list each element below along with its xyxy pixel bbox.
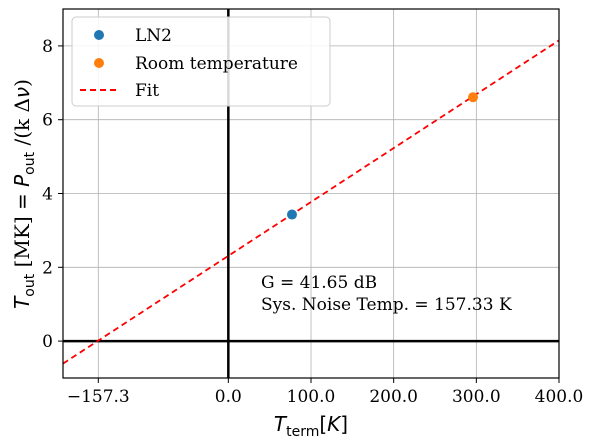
y-tick-label-4: 8	[42, 37, 53, 57]
y-ticks: 0 2 4 6 8	[42, 37, 63, 352]
legend-box	[71, 16, 331, 107]
legend-marker-ln2	[94, 30, 104, 40]
x-tick-label-1: 0.0	[215, 387, 242, 407]
y-tick-label-1: 2	[42, 258, 53, 278]
y-tick-label-0: 0	[42, 332, 53, 352]
y-tick-label-3: 6	[42, 111, 53, 131]
data-point-ln2-0	[286, 209, 297, 220]
data-points	[286, 92, 479, 220]
x-tick-label-0: −157.3	[67, 387, 130, 407]
x-tick-label-5: 400.0	[535, 387, 584, 407]
annotation-gain: G = 41.65 dB	[261, 273, 377, 293]
annotation-noise-temp: Sys. Noise Temp. = 157.33 K	[261, 295, 512, 315]
legend-label-ln2: LN2	[135, 26, 172, 46]
data-point-room-temperature-0	[468, 92, 479, 103]
legend-label-fit: Fit	[135, 81, 159, 101]
legend-marker-room-temperature	[94, 58, 104, 68]
x-ticks: −157.3 0.0 100.0 200.0 300.0 400.0	[67, 378, 583, 407]
legend-label-room-temperature: Room temperature	[135, 54, 298, 74]
x-axis-label: Tterm[K]	[274, 412, 348, 440]
legend: LN2 Room temperature Fit	[71, 16, 331, 107]
x-tick-label-2: 100.0	[287, 387, 336, 407]
y-tick-label-2: 4	[42, 185, 53, 205]
y-axis-label: Tout [MK] = Pout /(k Δν)	[10, 79, 38, 309]
x-tick-label-3: 200.0	[369, 387, 418, 407]
x-tick-label-4: 300.0	[452, 387, 501, 407]
